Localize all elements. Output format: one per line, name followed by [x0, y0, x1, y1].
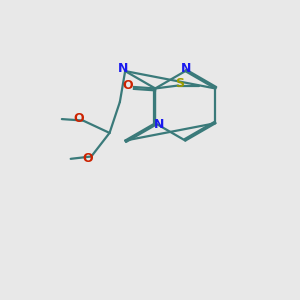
Text: N: N: [118, 61, 128, 75]
Text: N: N: [154, 118, 164, 131]
Text: N: N: [181, 61, 192, 75]
Text: S: S: [175, 77, 184, 90]
Text: O: O: [82, 152, 93, 165]
Text: O: O: [74, 112, 84, 125]
Text: O: O: [122, 79, 133, 92]
